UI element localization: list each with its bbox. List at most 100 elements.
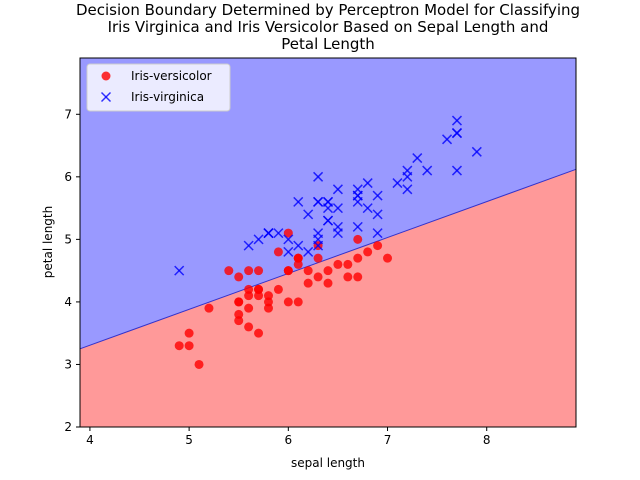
point-versicolor [343, 272, 353, 282]
point-versicolor [204, 303, 214, 313]
chart-title-line-2: Iris Virginica and Iris Versicolor Based… [108, 18, 549, 36]
point-virginica [352, 190, 363, 201]
point-virginica [402, 184, 413, 195]
data-points [174, 115, 482, 369]
point-versicolor [293, 297, 303, 307]
x-tick-label: 6 [284, 433, 292, 447]
point-versicolor [283, 228, 293, 238]
point-virginica [362, 178, 373, 189]
point-versicolor [254, 328, 264, 338]
y-axis-label: petal length [41, 206, 55, 278]
point-virginica [372, 190, 383, 201]
y-tick-label: 5 [64, 232, 72, 246]
point-versicolor [263, 303, 273, 313]
series-iris-versicolor [174, 228, 393, 369]
point-versicolor [303, 266, 313, 276]
point-versicolor [333, 259, 343, 269]
point-virginica [402, 171, 413, 182]
y-tick-label: 3 [64, 357, 72, 371]
point-versicolor [254, 291, 264, 301]
y-axis-ticks: 2 3 4 5 6 7 [64, 107, 80, 434]
point-virginica [174, 265, 185, 276]
point-virginica [451, 128, 462, 139]
point-versicolor [383, 253, 393, 263]
legend-label-virginica: Iris-virginica [131, 90, 204, 104]
point-virginica [352, 221, 363, 232]
point-versicolor [263, 291, 273, 301]
point-versicolor [293, 253, 303, 263]
point-versicolor [244, 303, 254, 313]
point-virginica [273, 228, 284, 239]
point-versicolor [234, 309, 244, 319]
point-versicolor [273, 284, 283, 294]
point-versicolor [194, 359, 204, 369]
point-versicolor [254, 284, 264, 294]
point-virginica [263, 228, 274, 239]
point-versicolor [343, 259, 353, 269]
point-versicolor [273, 247, 283, 257]
point-virginica [313, 171, 324, 182]
point-versicolor [363, 247, 373, 257]
point-versicolor [283, 297, 293, 307]
x-axis-ticks: 4 5 6 7 8 [86, 427, 491, 447]
point-virginica [332, 184, 343, 195]
point-versicolor [263, 297, 273, 307]
point-versicolor [244, 284, 254, 294]
point-virginica [451, 115, 462, 126]
x-tick-label: 8 [483, 433, 491, 447]
point-virginica [283, 234, 294, 245]
legend: Iris-versicolor Iris-virginica [86, 63, 231, 112]
point-virginica [372, 209, 383, 220]
point-virginica [293, 240, 304, 251]
decision-boundary-line [79, 168, 577, 350]
point-virginica [451, 165, 462, 176]
series-iris-virginica [174, 115, 482, 276]
point-versicolor [323, 278, 333, 288]
point-virginica [303, 209, 314, 220]
point-virginica [471, 146, 482, 157]
point-virginica [303, 246, 314, 257]
point-versicolor [184, 341, 194, 351]
point-versicolor [234, 316, 244, 326]
point-versicolor [234, 272, 244, 282]
point-versicolor [303, 278, 313, 288]
legend-marker-virginica [100, 91, 112, 103]
legend-box [86, 63, 231, 112]
point-versicolor [283, 266, 293, 276]
point-versicolor [244, 322, 254, 332]
point-versicolor [224, 266, 234, 276]
virginica-region [80, 58, 576, 349]
y-tick-label: 2 [64, 420, 72, 434]
point-virginica [322, 215, 334, 226]
point-versicolor [244, 291, 254, 301]
x-tick-label: 5 [185, 433, 193, 447]
axes-frame [79, 57, 577, 428]
chart-title-line-1: Decision Boundary Determined by Perceptr… [76, 1, 580, 19]
point-virginica [313, 234, 324, 245]
y-tick-label: 6 [64, 170, 72, 184]
point-versicolor [313, 253, 323, 263]
point-virginica [372, 228, 383, 239]
point-virginica [332, 221, 343, 232]
legend-marker-versicolor [101, 71, 111, 81]
point-versicolor [353, 234, 363, 244]
point-versicolor [373, 241, 383, 251]
y-tick-label: 7 [64, 107, 72, 121]
point-virginica [322, 203, 334, 214]
versicolor-region [80, 169, 576, 427]
x-tick-label: 7 [384, 433, 392, 447]
y-tick-label: 4 [64, 295, 72, 309]
x-tick-label: 4 [86, 433, 94, 447]
point-versicolor [293, 259, 303, 269]
plot-area [79, 58, 577, 427]
legend-label-versicolor: Iris-versicolor [131, 69, 212, 83]
point-virginica [293, 196, 304, 207]
point-virginica [422, 165, 433, 176]
point-virginica [412, 153, 423, 164]
point-virginica [243, 240, 254, 251]
point-virginica [313, 196, 324, 207]
point-virginica [362, 203, 373, 214]
point-virginica [253, 234, 264, 245]
x-axis-label: sepal length [291, 456, 365, 470]
